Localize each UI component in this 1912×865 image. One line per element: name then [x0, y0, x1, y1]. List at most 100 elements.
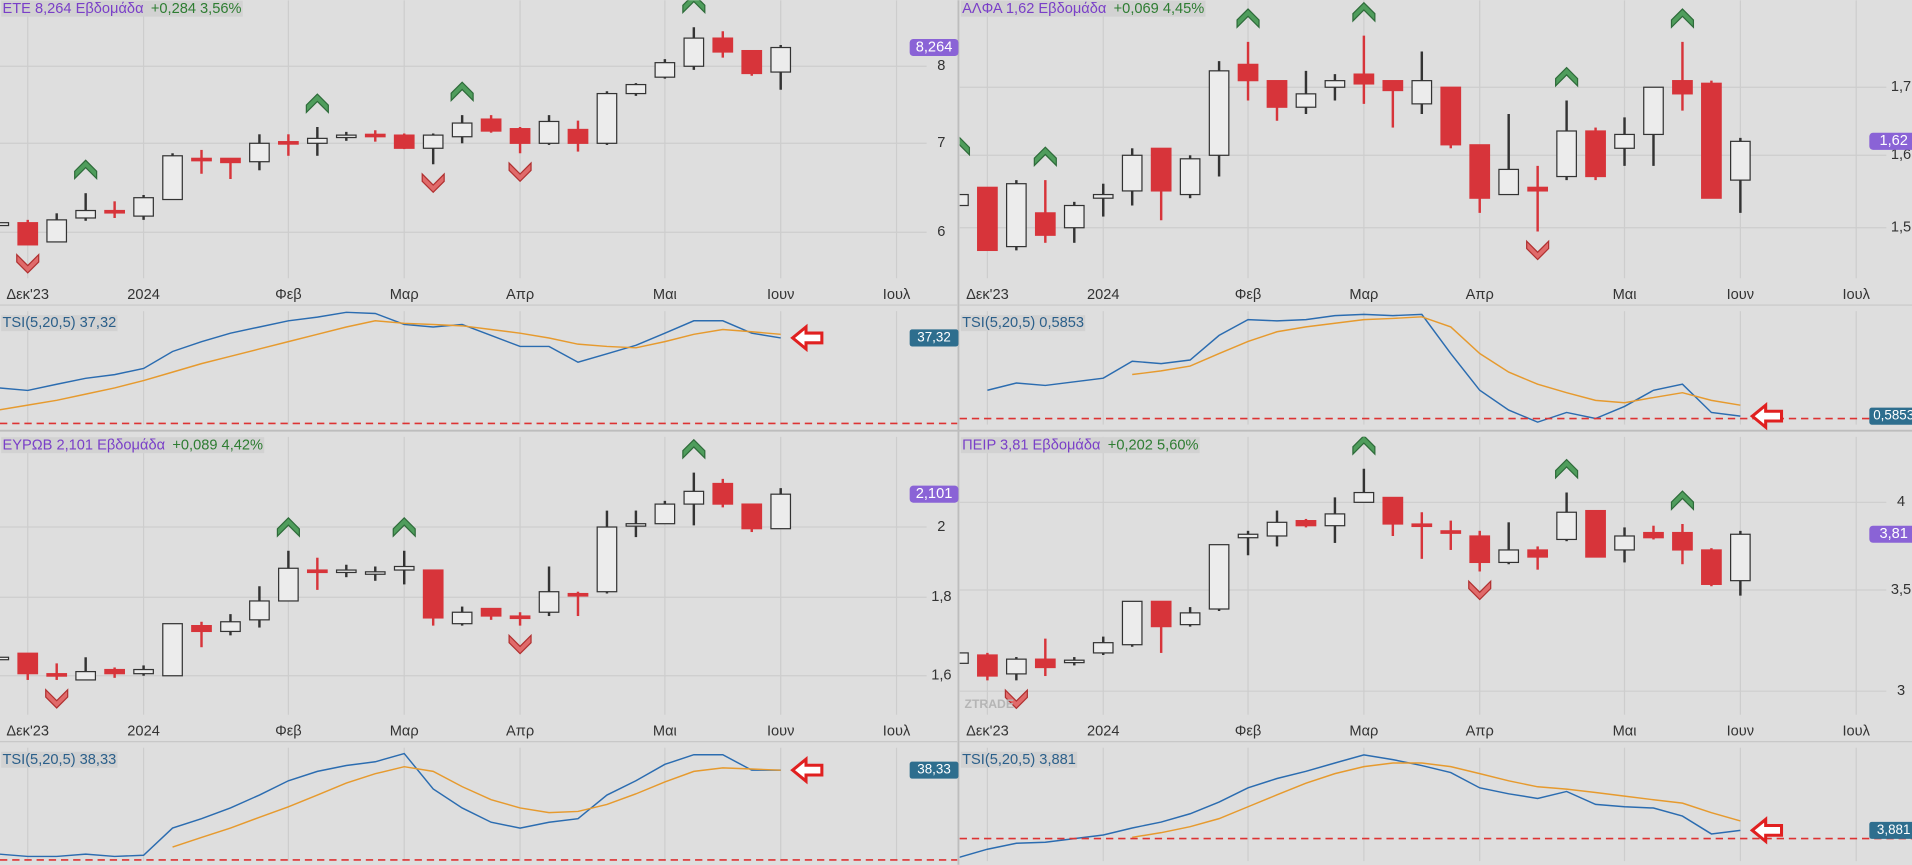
y-tick-label: 3 — [1897, 683, 1905, 699]
candle-body — [278, 141, 299, 145]
candle-body — [0, 656, 10, 661]
candle-body — [1295, 520, 1317, 527]
candle-body — [654, 503, 676, 525]
x-tick-label: Ιουν — [1727, 724, 1755, 740]
indicator-value-label: 0,5853 — [1873, 408, 1912, 423]
x-tick-label: Μαρ — [390, 287, 419, 303]
buy-signal — [1352, 436, 1376, 456]
candle-body — [75, 670, 97, 681]
indicator-line — [0, 752, 781, 858]
title-background — [960, 437, 1200, 454]
x-tick-label: Ιουλ — [1842, 287, 1870, 303]
price-panel — [0, 436, 927, 862]
sell-signal — [45, 688, 69, 709]
x-tick-label: Απρ — [1466, 287, 1494, 303]
buy-signal — [1670, 490, 1695, 511]
candle-body — [1034, 212, 1056, 236]
candle-body — [249, 600, 270, 621]
candle-body — [46, 219, 68, 243]
x-tick-label: Δεκ'23 — [6, 287, 49, 303]
indicator-title: TSI(5,20,5) 3,881 — [962, 752, 1076, 768]
candle-body — [959, 652, 969, 664]
y-tick-label: 8 — [937, 58, 945, 74]
candle-body — [770, 46, 792, 73]
candle-body — [1614, 535, 1635, 551]
candle-body — [567, 592, 589, 597]
x-tick-label: Δεκ'23 — [966, 287, 1009, 303]
candle-body — [538, 120, 560, 144]
candle-body — [1411, 80, 1433, 105]
candle-body — [1585, 130, 1606, 178]
candle-body — [1324, 513, 1346, 527]
candle-body — [220, 621, 241, 633]
symbol-title: ETE 8,264 Εβδομάδα — [2, 1, 144, 17]
candle-body — [1121, 154, 1143, 192]
title-background — [1, 0, 243, 17]
x-tick-label: 2024 — [127, 724, 160, 740]
y-tick-label: 3,5 — [1891, 582, 1911, 598]
indicator-line — [1132, 762, 1741, 839]
price-panel — [959, 0, 1887, 425]
last-price-label: 2,101 — [916, 486, 953, 502]
candle-body — [422, 569, 444, 619]
candle-body — [1179, 612, 1201, 626]
candle-body — [1324, 80, 1346, 88]
indicator-value-box — [909, 329, 959, 347]
x-tick-label: 2024 — [1087, 287, 1120, 303]
candle-body — [596, 526, 618, 593]
candle-body — [335, 569, 357, 574]
candle-body — [1034, 658, 1056, 669]
candle-body — [278, 567, 299, 602]
sell-signal — [1468, 579, 1492, 601]
buy-signal — [392, 516, 416, 538]
indicator-value-label: 37,32 — [917, 329, 951, 344]
candle-body — [1179, 158, 1201, 196]
candle-body — [1469, 144, 1491, 199]
y-tick-label: 4 — [1897, 494, 1905, 510]
last-price-box — [1869, 132, 1912, 150]
candle-body — [1266, 521, 1288, 537]
candle-body — [509, 615, 531, 620]
candle-body — [654, 62, 676, 78]
last-price-box — [909, 38, 959, 57]
candle-body — [1005, 183, 1027, 248]
indicator-value-label: 38,33 — [917, 762, 951, 777]
last-price-label: 8,264 — [916, 39, 953, 55]
y-tick-label: 1,5 — [1891, 220, 1911, 236]
x-tick-label: 2024 — [1087, 724, 1120, 740]
indicator-arrow — [790, 323, 824, 353]
indicator-line — [0, 311, 781, 392]
candle-body — [393, 565, 415, 571]
candle-body — [1498, 168, 1520, 196]
candle-body — [1614, 133, 1635, 149]
x-tick-label: Δεκ'23 — [966, 724, 1009, 740]
buy-signal — [1555, 66, 1579, 88]
symbol-title: ΕΥΡΩΒ 2,101 Εβδομάδα — [2, 437, 165, 453]
y-tick-label: 2 — [937, 519, 945, 535]
x-tick-label: Φεβ — [1235, 287, 1262, 303]
x-tick-label: Μαρ — [1349, 724, 1378, 740]
candle-body — [1353, 491, 1375, 503]
indicator-title-background — [960, 751, 1078, 768]
candle-body — [1208, 70, 1230, 156]
indicator-title-background — [960, 315, 1086, 332]
x-tick-label: Φεβ — [275, 287, 302, 303]
x-tick-label: Μαρ — [1349, 287, 1378, 303]
candle-body — [770, 493, 792, 530]
indicator-line — [987, 313, 1741, 423]
price-panel — [0, 0, 927, 425]
price-change: +0,202 5,60% — [1108, 437, 1199, 453]
candle-body — [1440, 530, 1462, 534]
symbol-title: ΠΕΙΡ 3,81 Εβδομάδα — [962, 437, 1101, 453]
price-change: +0,089 4,42% — [172, 437, 263, 453]
sell-signal — [421, 172, 445, 194]
candle-body — [1266, 80, 1288, 108]
candle-body — [1643, 86, 1664, 136]
last-price-label: 1,62 — [1879, 133, 1907, 149]
candle-body — [422, 134, 444, 149]
x-tick-label: Μαι — [1613, 724, 1637, 740]
x-tick-label: Ιουλ — [883, 287, 911, 303]
candle-body — [1498, 549, 1520, 564]
x-tick-label: Απρ — [1466, 724, 1494, 740]
last-price-box — [1869, 525, 1912, 543]
